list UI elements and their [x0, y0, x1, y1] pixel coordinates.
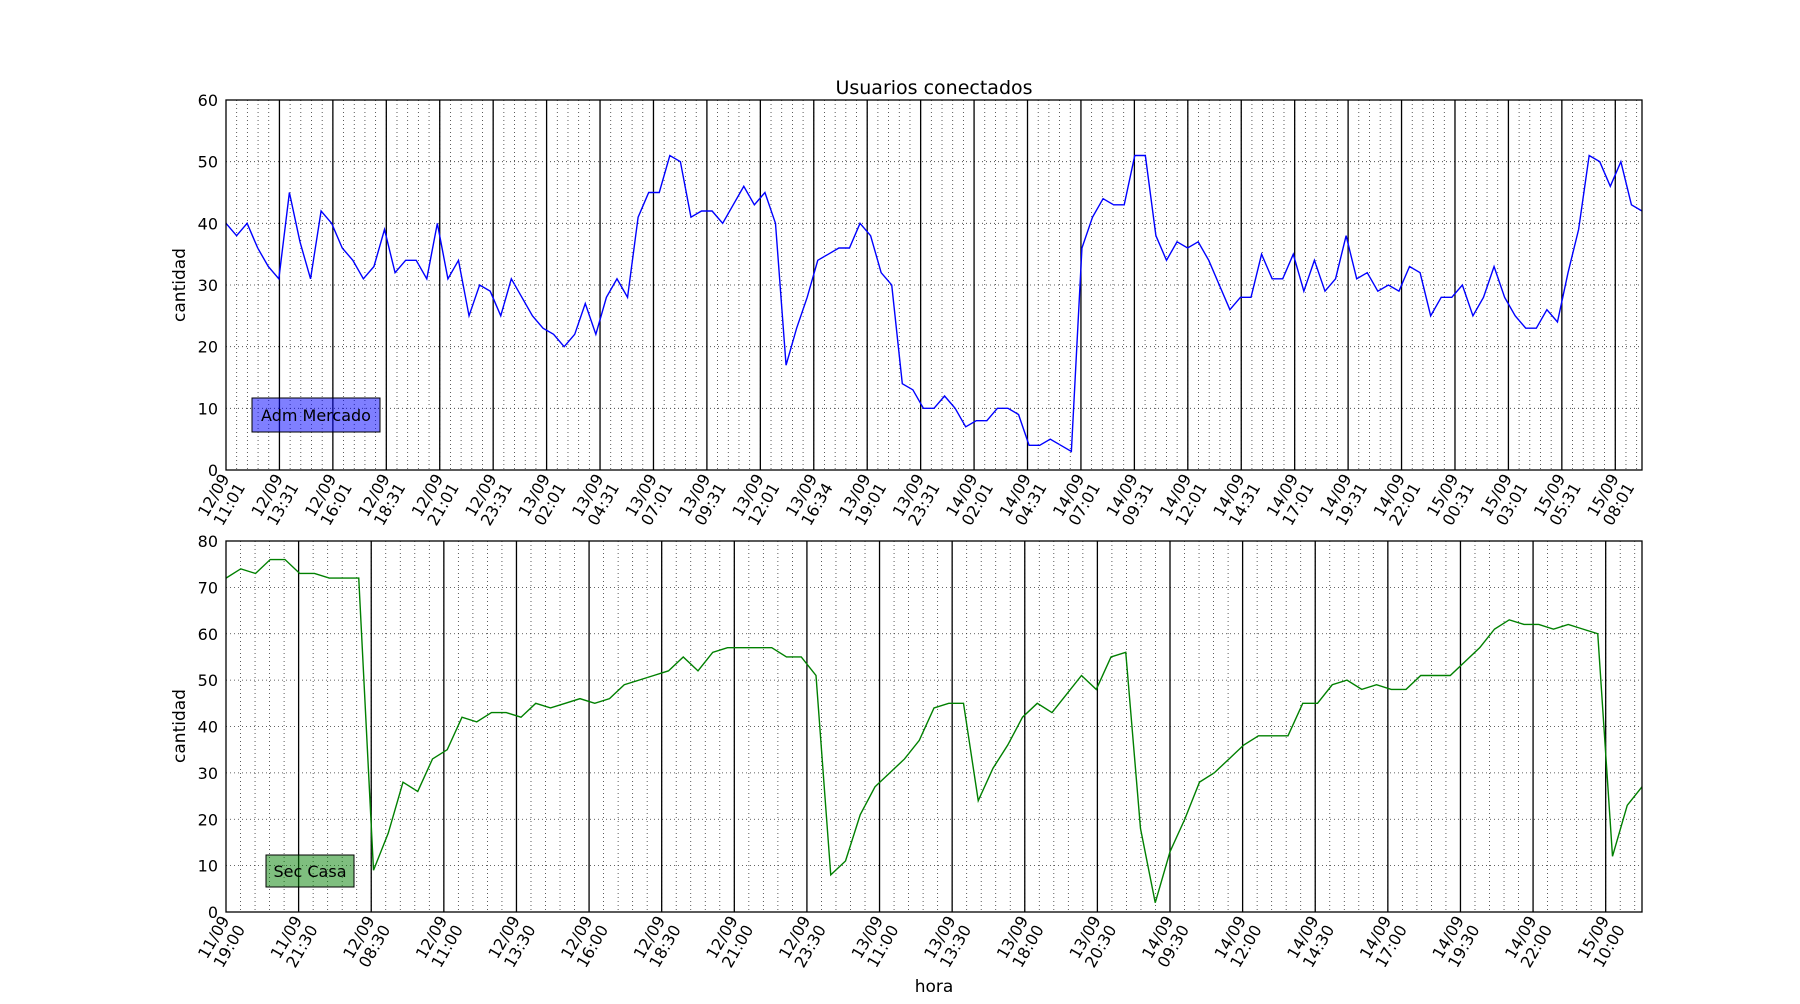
chart-title: Usuarios conectados: [835, 77, 1032, 99]
x-tick-label: 14/0907:01: [1049, 471, 1104, 529]
chart-panel-1: 0 10 20 30 40 50 60 12/0911:0112/0913:3112/0916…: [170, 77, 1643, 529]
x-tick-label: 15/0900:31: [1423, 471, 1478, 529]
plot-frame: [225, 540, 1643, 913]
y-tick-label: 40: [198, 718, 218, 737]
x-axis-label: hora: [915, 977, 954, 997]
y-tick-label: 50: [198, 671, 218, 690]
x-tick-label: 13/0909:31: [675, 471, 730, 529]
series-line-1: [225, 154, 1643, 453]
y-tick-label: 20: [198, 810, 218, 829]
x-tick-label: 13/0902:01: [515, 471, 570, 529]
x-tick-label: 13/0923:31: [889, 471, 944, 529]
legend: Adm Mercado: [251, 397, 381, 433]
x-tick-label: 12/0921:00: [702, 913, 757, 971]
x-tick-label: 14/0922:00: [1501, 913, 1556, 971]
y-tick-label: 60: [198, 625, 218, 644]
x-tick-label: 14/0912:01: [1156, 471, 1211, 529]
legend-label: Sec Casa: [274, 862, 347, 881]
x-tick-label: 14/0917:00: [1356, 913, 1411, 971]
x-tick-label: 14/0909:30: [1138, 913, 1193, 971]
y-tick-label: 60: [198, 91, 218, 110]
y-tick-label: 30: [198, 276, 218, 295]
x-tick-label: 14/0914:31: [1209, 471, 1264, 529]
legend: Sec Casa: [265, 854, 355, 888]
x-tick-label: 15/0908:01: [1583, 471, 1638, 529]
x-tick-label: 12/0908:30: [339, 913, 394, 971]
x-tick-label: 14/0919:30: [1428, 913, 1483, 971]
series-line-1: [225, 558, 1643, 903]
x-tick-label: 12/0918:30: [630, 913, 685, 971]
x-tick-label: 15/0903:01: [1476, 471, 1531, 529]
y-tick-label: 0: [208, 461, 218, 480]
chart-panel-2: 0 10 20 30 40 50 60 70 80 11/0919:00 11/0921:30 12/…: [170, 532, 1643, 997]
x-tick-label: 14/0902:01: [942, 471, 997, 529]
x-tick-label: 12/0923:31: [461, 471, 516, 529]
plot-frame: [225, 99, 1643, 471]
x-tick-label: 12/0911:01: [194, 471, 249, 529]
legend-label: Adm Mercado: [261, 406, 371, 425]
x-tick-label: 14/0912:00: [1211, 913, 1266, 971]
x-tick-label: 14/0909:31: [1102, 471, 1157, 529]
x-tick-label: 14/0917:01: [1263, 471, 1318, 529]
x-tick-label: 14/0922:01: [1370, 471, 1425, 529]
x-tick-label: 12/0916:01: [301, 471, 356, 529]
x-tick-label: 12/0913:30: [484, 913, 539, 971]
y-tick-label: 50: [198, 153, 218, 172]
x-tick-label: 11/0919:00: [194, 913, 249, 971]
x-tick-label: 12/0913:31: [247, 471, 302, 529]
y-tick-label: 70: [198, 578, 218, 597]
x-tick-label: 13/0920:30: [1065, 913, 1120, 971]
x-tick-label: 13/0912:01: [728, 471, 783, 529]
x-tick-label: 12/0916:00: [557, 913, 612, 971]
x-tick-label: 14/0914:30: [1283, 913, 1338, 971]
x-tick-label: 13/0919:01: [835, 471, 890, 529]
x-tick-label: 13/0904:31: [568, 471, 623, 529]
y-tick-label: 0: [208, 903, 218, 922]
x-tick-label: 13/0913:30: [920, 913, 975, 971]
x-tick-label: 12/0923:30: [775, 913, 830, 971]
x-tick-label: 15/0905:31: [1530, 471, 1585, 529]
x-tick-label: 14/0904:31: [995, 471, 1050, 529]
legend-box: [265, 854, 355, 888]
x-tick-label: 13/0907:01: [621, 471, 676, 529]
legend-box: [251, 397, 381, 433]
y-tick-label: 40: [198, 214, 218, 233]
y-tick-label: 10: [198, 399, 218, 418]
y-tick-label: 80: [198, 532, 218, 551]
x-tick-label: 12/0918:31: [354, 471, 409, 529]
y-tick-label: 20: [198, 338, 218, 357]
y-axis-label: cantidad: [170, 689, 190, 763]
x-tick-label: 14/0919:31: [1316, 471, 1371, 529]
x-tick-label: 12/0911:00: [412, 913, 467, 971]
y-axis-label: cantidad: [170, 248, 190, 322]
x-tick-label: 13/0916:34: [782, 471, 837, 529]
x-tick-label: 13/0911:00: [847, 913, 902, 971]
x-tick-label: 11/0921:30: [267, 913, 322, 971]
x-tick-label: 15/0910:00: [1574, 913, 1629, 971]
y-tick-label: 10: [198, 857, 218, 876]
y-tick-label: 30: [198, 764, 218, 783]
x-tick-label: 12/0921:01: [408, 471, 463, 529]
x-tick-label: 13/0918:00: [993, 913, 1048, 971]
